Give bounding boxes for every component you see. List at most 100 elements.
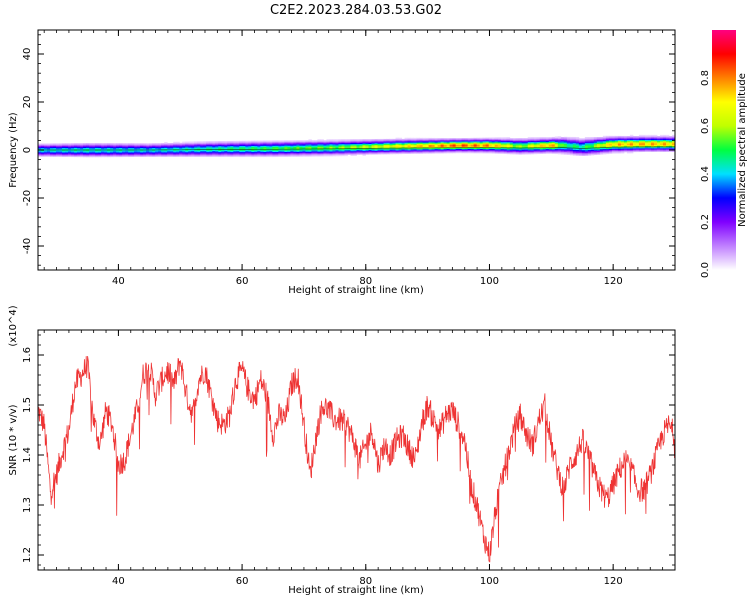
spectrogram-cell — [107, 146, 111, 149]
spectrogram-cell — [398, 144, 402, 147]
spectrogram-cell — [332, 154, 336, 157]
spectrogram-cell — [332, 139, 336, 141]
spectrogram-cell — [410, 149, 414, 151]
spectrogram-cell — [140, 145, 144, 147]
spectrogram-cell — [476, 137, 481, 140]
spectrogram-cell — [494, 138, 499, 141]
spectrogram-cell — [653, 139, 658, 142]
spectrogram-cell — [74, 146, 78, 149]
spectrogram-cell — [125, 144, 129, 146]
spectrogram-cell — [557, 145, 562, 147]
spectrogram-cell — [518, 138, 523, 140]
spectrogram-cell — [611, 152, 616, 154]
spectrogram-cell — [359, 152, 363, 154]
spectrogram-cell — [275, 154, 279, 156]
spectrogram-cell — [323, 144, 327, 146]
spectrogram-cell — [470, 140, 475, 142]
spectrogram-cell — [371, 141, 375, 143]
spectrogram-cell — [161, 155, 165, 157]
spectrogram-cell — [260, 148, 264, 150]
spectrogram-cell — [647, 134, 652, 137]
spectrogram-cell — [110, 143, 114, 145]
spectrogram-cell — [353, 139, 357, 141]
spectrogram-cell — [311, 151, 315, 153]
spectrogram-cell — [614, 137, 619, 139]
spectrogram-cell — [335, 146, 339, 148]
spectrogram-cell — [50, 143, 54, 145]
spectrogram-cell — [221, 150, 225, 153]
spectrogram-cell — [518, 153, 523, 155]
spectrogram-cell — [461, 138, 466, 140]
spectrogram-cell — [80, 152, 84, 154]
spectrogram-cell — [596, 143, 601, 146]
spectrogram-cell — [416, 143, 420, 145]
spectrogram-cell — [284, 152, 288, 155]
spectrogram-cell — [353, 143, 357, 146]
spectrogram-cell — [221, 147, 225, 149]
spectrogram-cell — [95, 144, 99, 146]
spectrogram-cell — [599, 145, 604, 147]
spectrogram-cell — [137, 148, 141, 151]
spectrogram-cell — [77, 150, 81, 152]
spectrogram-cell — [344, 145, 348, 147]
spectrogram-cell — [62, 144, 66, 146]
spectrogram-cell — [149, 147, 153, 150]
spectrogram-cell — [626, 140, 631, 143]
spectrogram-cell — [80, 143, 84, 145]
spectrogram-cell — [317, 142, 321, 145]
spectrogram-cell — [353, 145, 357, 147]
spectrogram-cell — [512, 150, 517, 152]
spectrogram-cell — [410, 137, 414, 140]
spectrogram-cell — [224, 149, 228, 151]
spectrogram-cell — [200, 149, 204, 152]
spectrogram-cell — [242, 149, 246, 151]
spectrogram-cell — [605, 142, 610, 144]
spectrogram-cell — [200, 141, 204, 143]
spectrogram-cell — [197, 146, 201, 148]
spectrogram-cell — [623, 149, 628, 152]
spectrogram-cell — [593, 143, 598, 146]
spectrogram-cell — [305, 150, 309, 152]
spectrogram-cell — [464, 143, 469, 145]
spectrogram-cell — [560, 144, 565, 147]
spectrogram-cell — [242, 155, 246, 158]
spectrogram-cell — [182, 143, 186, 146]
spectrogram-cell — [611, 150, 616, 153]
spectrogram-cell — [425, 146, 430, 149]
spectrogram-cell — [50, 152, 54, 154]
spectrogram-cell — [128, 144, 132, 146]
spectrogram-cell — [632, 144, 637, 147]
spectrogram-cell — [377, 147, 381, 149]
spectrogram-cell — [641, 148, 646, 150]
spectrogram-cell — [305, 155, 309, 157]
spectrogram-cell — [296, 152, 300, 155]
spectrogram-cell — [425, 145, 430, 148]
spectrogram-cell — [206, 142, 210, 144]
spectrogram-cell — [455, 140, 460, 142]
spectrogram-cell — [98, 152, 102, 154]
spectrogram-cell — [416, 149, 420, 151]
spectrogram-cell — [44, 147, 48, 150]
spectrogram-cell — [599, 139, 604, 142]
spectrogram-cell — [335, 151, 339, 153]
spectrogram-cell — [212, 149, 216, 152]
spectrogram-cell — [65, 144, 69, 146]
spectrogram-cell — [575, 149, 580, 152]
spectrogram-cell — [290, 150, 294, 152]
spectrogram-cell — [383, 152, 387, 155]
spectrogram-cell — [53, 146, 57, 149]
spectrogram-cell — [467, 148, 472, 151]
spectrogram-cell — [404, 151, 408, 153]
spectrogram-cell — [338, 154, 342, 157]
spectrogram-cell — [500, 138, 505, 140]
spectrogram-cell — [494, 147, 499, 150]
spectrogram-cell — [467, 147, 472, 149]
spectrogram-cell — [476, 148, 481, 151]
spectrogram-cell — [467, 151, 472, 154]
spectrogram-cell — [89, 155, 93, 158]
spectrogram-cell — [341, 149, 345, 152]
spectrogram-cell — [248, 153, 252, 155]
spectrogram-cell — [605, 151, 610, 153]
spectrogram-cell — [269, 150, 273, 153]
spectrogram-cell — [455, 151, 460, 154]
